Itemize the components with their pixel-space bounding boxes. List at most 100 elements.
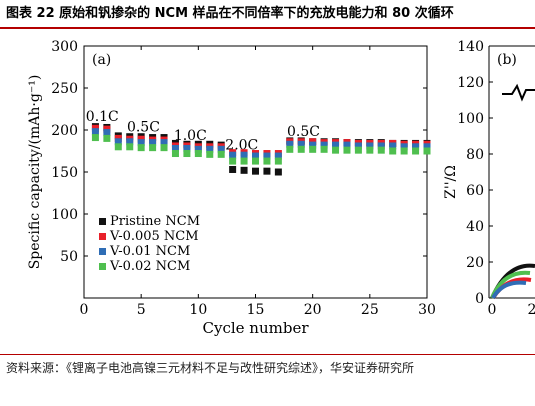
legend-line-sample: [502, 83, 535, 102]
data-point: [149, 139, 157, 147]
x-tick-label: 25: [361, 302, 379, 318]
x-tick-label: 2: [528, 302, 535, 318]
data-point: [114, 138, 122, 146]
legend-swatch: [99, 218, 106, 225]
x-tick-label: 5: [137, 302, 146, 318]
data-point: [103, 129, 111, 137]
data-point: [240, 151, 248, 159]
data-point: [343, 141, 351, 149]
data-point: [240, 157, 248, 165]
data-point: [274, 152, 282, 160]
y-tick-label: 140: [457, 39, 484, 55]
data-point: [332, 141, 340, 149]
x-tick-label: 15: [247, 302, 265, 318]
data-point: [194, 145, 202, 153]
x-tick-label: 30: [418, 302, 436, 318]
legend-label: Pristine NCM: [110, 214, 200, 229]
data-point: [103, 134, 111, 142]
data-point: [389, 142, 397, 150]
source-rule: [0, 354, 535, 355]
rate-annotation: 0.5C: [287, 124, 320, 140]
y-tick-label: 100: [51, 207, 78, 223]
series-v-0-01-ncm: [91, 128, 431, 160]
legend-swatch: [99, 233, 106, 240]
data-point: [400, 143, 408, 151]
x-tick-label: 10: [189, 302, 207, 318]
data-point: [229, 165, 237, 173]
data-point: [206, 150, 214, 158]
data-point: [229, 151, 237, 159]
data-point: [366, 142, 374, 150]
data-point: [240, 166, 248, 174]
legend-label: V-0.01 NCM: [109, 244, 190, 259]
data-point: [183, 150, 191, 158]
data-point: [252, 157, 259, 165]
data-point: [91, 134, 99, 142]
legend-label: V-0.005 NCM: [109, 229, 199, 244]
data-point: [171, 150, 179, 158]
y-tick-label: 0: [475, 291, 484, 307]
data-point: [137, 139, 145, 147]
data-point: [206, 145, 214, 153]
y-tick-label: 200: [51, 123, 78, 139]
y-tick-label: 100: [457, 111, 484, 127]
x-tick-label: 20: [304, 302, 322, 318]
y-tick-label: 120: [457, 75, 484, 91]
series-v-0-02-ncm: [91, 134, 431, 165]
y-axis-label: Z''/Ω: [443, 165, 459, 199]
legend-swatch: [99, 248, 106, 255]
data-point: [423, 143, 431, 151]
y-tick-label: 150: [51, 165, 78, 181]
panel-b: 0 20 40 60 80 100 120 140 0 2 Z''/Ω (b): [443, 39, 535, 318]
data-point: [160, 139, 168, 147]
y-tick-label: 80: [466, 147, 484, 163]
legend-label: V-0.02 NCM: [109, 259, 190, 274]
data-point: [91, 128, 99, 136]
data-point: [252, 152, 259, 160]
legend-swatch: [99, 263, 106, 270]
data-point: [126, 143, 134, 151]
x-axis-label: Cycle number: [203, 319, 310, 337]
data-point: [137, 144, 145, 152]
data-point: [149, 144, 157, 152]
data-point: [263, 152, 271, 160]
y-tick-label: 300: [51, 39, 78, 55]
y-tick-label: 40: [466, 219, 484, 235]
data-point: [217, 150, 225, 158]
data-point: [320, 145, 328, 153]
y-tick-label: 250: [51, 81, 78, 97]
data-point: [229, 157, 237, 165]
data-point: [412, 147, 420, 155]
data-point: [377, 146, 385, 154]
data-point: [354, 146, 362, 154]
panel-label: (a): [92, 52, 111, 68]
rate-annotation: 0.5C: [127, 120, 160, 136]
panel-a: 0 5 10 15 20 25 30 50 100 150 200 250 300 Cycle numbe…: [27, 39, 436, 337]
data-point: [366, 146, 374, 154]
data-point: [263, 167, 271, 175]
data-point: [320, 141, 328, 149]
data-point: [114, 143, 122, 151]
data-point: [126, 138, 134, 146]
rate-annotation: 0.1C: [86, 109, 119, 125]
data-point: [217, 145, 225, 153]
data-point: [400, 147, 408, 155]
data-point: [286, 145, 294, 153]
data-point: [171, 144, 179, 152]
data-point: [286, 140, 294, 148]
data-point: [252, 167, 259, 175]
data-point: [377, 142, 385, 150]
source-note: 资料来源：《锂离子电池高镍三元材料不足与改性研究综述》，华安证券研究所: [6, 361, 415, 375]
y-tick-label: 20: [466, 255, 484, 271]
x-tick-label: 0: [488, 302, 497, 318]
data-point: [274, 168, 282, 176]
y-tick-label: 50: [60, 249, 78, 265]
data-point: [309, 145, 317, 153]
data-point: [412, 143, 420, 151]
figure-title: 图表 22 原始和钒掺杂的 NCM 样品在不同倍率下的充放电能力和 80 次循环: [6, 6, 454, 21]
x-tick-label: 0: [80, 302, 89, 318]
y-tick-label: 60: [466, 183, 484, 199]
data-point: [160, 144, 168, 152]
